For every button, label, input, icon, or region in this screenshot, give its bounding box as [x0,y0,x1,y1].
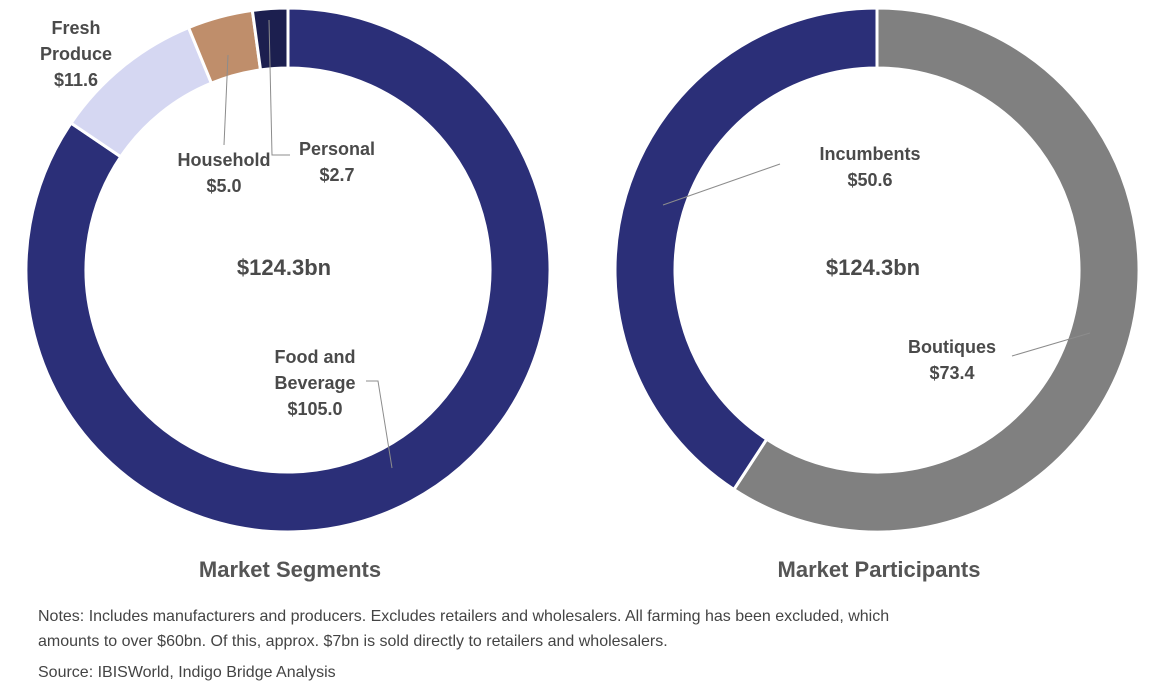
market-participants-chart: Boutiques $73.4 Incumbents $50.6 $124.3bn Mar… [613,6,1141,582]
slice-food-and-beverage [24,6,552,534]
leader-line-household [223,54,229,146]
leader-line-personal [268,19,290,156]
leader-line-food-and-beverage [366,380,393,469]
chart-notes: Notes: Includes manufacturers and produc… [38,604,1138,654]
slice-label-fresh-produce: Fresh Produce $11.6 [40,18,112,90]
chart-source: Source: IBISWorld, Indigo Bridge Analysi… [38,664,336,681]
notes-line-1: Notes: Includes manufacturers and produc… [38,608,890,625]
slice-label-boutiques: Boutiques $73.4 [908,337,996,383]
chart-title: Market Participants [778,557,981,582]
slice-label-food-and-beverage: Food and Beverage $105.0 [274,347,355,419]
slice-label-personal: Personal $2.7 [299,139,375,185]
center-total-label: $124.3bn [237,255,331,280]
slice-label-household: Household $5.0 [178,150,271,196]
center-total-label: $124.3bn [826,255,920,280]
slice-incumbents [613,6,879,492]
leader-line-incumbents [662,163,781,206]
notes-line-2: amounts to over $60bn. Of this, approx. … [38,633,668,650]
market-segments-chart: Food and Beverage $105.0 Fresh Produce $11.6 H… [24,6,552,582]
slice-personal [250,6,290,72]
slice-label-incumbents: Incumbents $50.6 [819,144,920,190]
chart-title: Market Segments [199,557,381,582]
slice-boutiques [731,6,1141,534]
donut-charts: Food and Beverage $105.0 Fresh Produce $11.6 H… [24,6,1141,582]
leader-line-boutiques [1011,332,1091,357]
